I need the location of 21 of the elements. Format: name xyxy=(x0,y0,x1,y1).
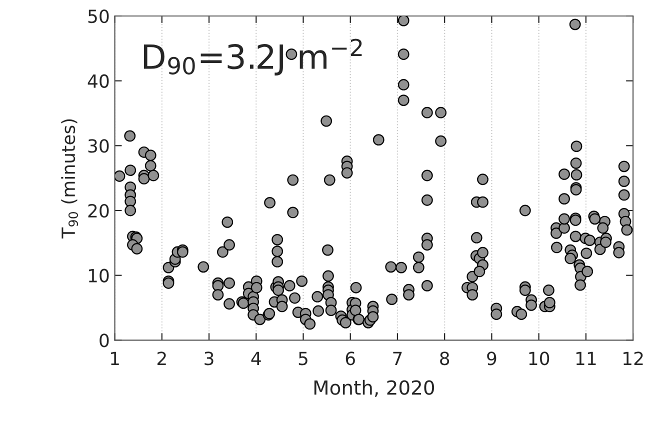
y-tick-label: 10 xyxy=(88,268,109,282)
x-tick-label: 11 xyxy=(576,352,596,365)
x-tick-label: 3 xyxy=(204,352,214,366)
y-tick-label: 50 xyxy=(88,9,109,24)
x-tick-label: 6 xyxy=(346,352,355,366)
y-axis-title: T$_{90}$ (minutes) xyxy=(61,119,78,239)
y-tick-label: 30 xyxy=(88,139,109,153)
x-tick-label: 12 xyxy=(624,352,643,365)
y-tick-label: 40 xyxy=(88,74,109,88)
x-tick-label: 8 xyxy=(440,352,450,366)
x-axis-title: Month, 2020 xyxy=(314,380,434,397)
y-tick-label: 0 xyxy=(100,334,109,348)
x-tick-label: 9 xyxy=(487,352,496,366)
x-tick-label: 7 xyxy=(393,352,402,365)
x-tick-label: 2 xyxy=(157,352,166,365)
x-tick-label: 5 xyxy=(298,352,308,366)
x-tick-label: 4 xyxy=(251,352,261,365)
x-tick-label: 10 xyxy=(529,352,550,366)
annotation: D$_{90}$=3.2J m$^{−2}$ xyxy=(144,38,362,76)
y-tick-label: 20 xyxy=(88,204,109,218)
x-tick-label: 1 xyxy=(111,352,119,365)
